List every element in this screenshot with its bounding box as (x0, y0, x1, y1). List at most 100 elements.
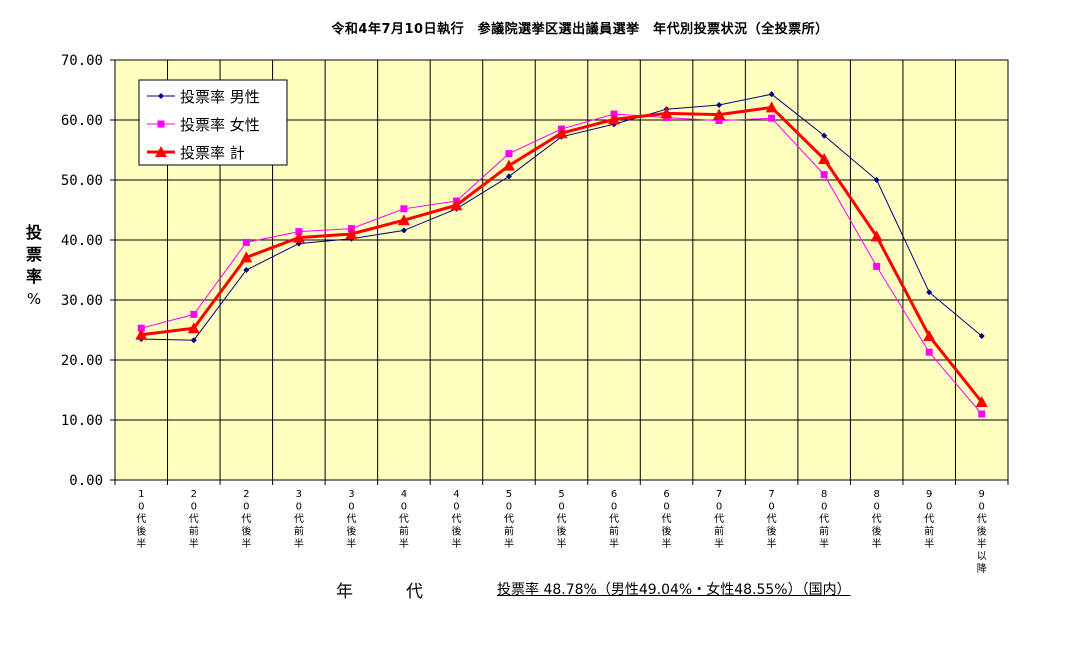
x-category-char: 2 (243, 489, 249, 500)
x-category-char: 前 (189, 525, 199, 538)
x-category-char: 代 (136, 513, 146, 525)
x-category-char: 半 (294, 537, 304, 550)
x-category-char: 半 (662, 537, 672, 550)
x-category-char: 代 (399, 513, 409, 525)
x-category-char: 0 (401, 502, 407, 513)
y-tick-label: 10.00 (61, 413, 103, 429)
x-category-char: 代 (609, 513, 619, 525)
data-point (137, 324, 145, 332)
x-category-char: 半 (241, 537, 251, 550)
y-axis-label-char: 票 (26, 245, 42, 264)
x-axis-label: 年 代 (336, 582, 441, 602)
x-category-char: 0 (873, 502, 879, 513)
x-category-char: 後 (977, 525, 987, 538)
data-point (243, 267, 250, 273)
x-category-char: 0 (243, 502, 249, 513)
x-category-char: 半 (714, 537, 724, 550)
x-category-char: 0 (821, 502, 827, 513)
y-tick-label: 30.00 (61, 293, 103, 309)
x-category-char: 後 (136, 525, 146, 538)
x-category-char: 代 (714, 513, 724, 525)
y-tick-label: 0.00 (69, 473, 103, 489)
x-category-char: 代 (767, 513, 777, 525)
data-point (242, 238, 250, 246)
x-category-char: 降 (977, 562, 987, 575)
x-category-char: 0 (296, 502, 302, 513)
data-point (397, 214, 410, 226)
data-point (768, 114, 776, 122)
data-point (240, 251, 253, 263)
x-category-char: 前 (819, 525, 829, 538)
y-tick-label: 20.00 (61, 353, 103, 369)
x-category-char: 4 (453, 489, 459, 500)
x-category-char: 0 (506, 502, 512, 513)
x-category-char: 代 (189, 513, 199, 525)
y-tick-label: 70.00 (61, 53, 103, 69)
x-category-char: 半 (189, 537, 199, 550)
data-point (158, 93, 164, 99)
turnout-note: 投票率 48.78%（男性49.04%・女性48.55%）（国内） (497, 582, 851, 598)
x-category-char: 6 (663, 489, 669, 500)
x-category-char: 代 (451, 513, 461, 525)
x-category-char: 代 (819, 513, 829, 525)
data-point (505, 150, 513, 158)
x-axis-categories: 10代後半20代前半20代後半30代前半30代後半40代前半40代後半50代前半… (136, 489, 986, 575)
x-category-char: 9 (926, 489, 932, 500)
data-point (975, 396, 988, 407)
x-category-char: 後 (872, 525, 882, 538)
x-category-char: 前 (609, 525, 619, 538)
data-point (716, 102, 723, 108)
x-category-char: 半 (819, 537, 829, 550)
x-category-char: 半 (924, 537, 934, 550)
x-category-char: 半 (451, 537, 461, 550)
x-category-char: 8 (873, 489, 879, 500)
x-category-char: 0 (191, 502, 197, 513)
x-category-char: 代 (557, 513, 567, 525)
x-category-char: 0 (768, 502, 774, 513)
x-category-char: 1 (138, 489, 144, 500)
x-category-char: 後 (346, 525, 356, 538)
x-category-char: 6 (611, 489, 617, 500)
x-category-char: 0 (979, 502, 985, 513)
legend-label: 投票率 計 (180, 144, 245, 162)
x-category-char: 後 (557, 525, 567, 538)
x-category-char: 0 (926, 502, 932, 513)
x-category-char: 代 (504, 513, 514, 525)
series-group (135, 91, 988, 418)
x-category-char: 0 (663, 502, 669, 513)
x-category-char: 2 (191, 489, 197, 500)
x-category-char: 5 (506, 489, 512, 500)
data-point (292, 231, 305, 243)
data-point (978, 410, 986, 418)
data-point (715, 117, 723, 125)
data-point (768, 91, 775, 98)
data-point (345, 228, 358, 239)
x-category-char: 8 (821, 489, 827, 500)
data-point (925, 348, 933, 356)
data-point (978, 333, 985, 339)
data-point (870, 230, 883, 242)
x-category-char: 前 (504, 525, 514, 538)
data-point (135, 328, 148, 340)
x-category-char: 7 (768, 489, 774, 500)
data-point (450, 199, 463, 211)
x-category-char: 前 (399, 525, 409, 538)
data-point (608, 113, 621, 125)
data-point (155, 146, 167, 157)
x-category-char: 後 (241, 525, 251, 538)
x-category-char: 前 (714, 525, 724, 538)
x-category-char: 代 (872, 513, 882, 525)
x-category-char: 5 (558, 489, 564, 500)
data-point (400, 205, 408, 213)
x-category-char: 0 (138, 502, 144, 513)
y-tick-label: 40.00 (61, 233, 103, 249)
x-category-char: 代 (662, 513, 672, 525)
legend-label: 投票率 男性 (180, 88, 260, 106)
data-point (926, 289, 933, 296)
x-category-char: 代 (977, 513, 987, 525)
data-point (873, 177, 880, 183)
legend-label: 投票率 女性 (180, 116, 260, 134)
x-category-char: 3 (296, 489, 302, 500)
x-category-char: 半 (399, 537, 409, 550)
